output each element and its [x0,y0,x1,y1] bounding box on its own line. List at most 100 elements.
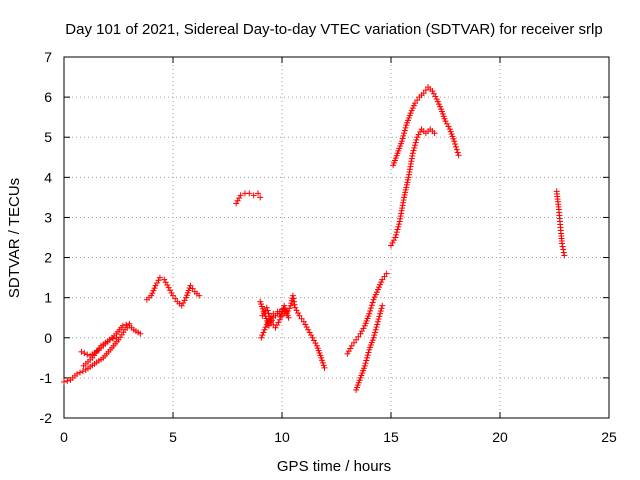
trace-marker [437,103,444,110]
data-point [442,118,449,125]
data-point [272,324,279,331]
trace-marker [350,339,357,346]
trace-marker [430,90,437,97]
x-tick-label: 20 [492,429,508,445]
y-axis-label: SDTVAR / TECUs [6,178,23,298]
plot-frame [63,56,610,419]
data-point [318,354,325,361]
trace-marker [172,295,179,302]
trace-marker [320,362,327,369]
trace-marker [412,139,419,146]
data-point [196,292,203,299]
data-point [344,350,351,357]
trace-marker [443,120,450,127]
trace-marker [369,299,376,306]
trace-marker [154,279,161,286]
data-point [309,334,316,341]
data-point [61,378,67,385]
data-point [561,252,568,259]
data-point [161,276,168,283]
trace-marker [403,184,410,191]
trace-marker [395,221,402,228]
data-point [119,322,126,329]
trace-marker [401,130,408,137]
x-tick-label: 0 [60,429,68,445]
x-tick-label: 15 [383,429,399,445]
trace-marker [395,223,402,230]
data-point [74,370,81,377]
data-point [451,138,458,145]
trace-marker [390,237,397,244]
data-point [289,292,296,299]
data-point [268,318,275,325]
trace-marker [265,310,272,317]
trace-marker [164,281,171,288]
trace-marker [404,176,411,183]
x-tick-label: 25 [601,429,617,445]
trace-marker [378,305,385,312]
data-point [431,130,438,137]
data-point [106,336,113,343]
data-point [407,110,414,117]
x-tick-label: 5 [169,429,177,445]
data-point [392,234,399,241]
trace-marker [180,300,187,307]
data-point [455,152,462,159]
trace-marker [378,279,385,286]
trace-marker [375,316,382,323]
data-point [285,314,292,321]
trace-marker [275,319,282,326]
y-tick-label: 0 [44,330,52,346]
data-point [348,342,355,349]
trace-marker [79,368,86,375]
data-point [237,192,244,199]
trace-marker [319,359,326,366]
data-point [379,276,386,283]
data-point [170,292,176,299]
trace-marker [267,315,274,322]
trace-marker [376,284,383,291]
trace-marker [393,229,400,236]
data-point [374,318,381,325]
trace-marker [373,289,380,296]
trace-marker [372,291,379,298]
trace-marker [560,249,567,256]
trace-marker [310,337,317,344]
data-point [414,134,421,141]
data-point [187,282,194,289]
data-point [258,334,265,341]
data-point [259,312,266,319]
data-points [61,84,568,393]
y-tick-label: 6 [44,89,52,105]
trace-marker [452,143,459,150]
trace-marker [394,226,401,233]
data-point [420,90,427,97]
data-point [156,274,163,281]
x-tick-labels: 0 5 10 15 20 25 [60,429,617,445]
trace-marker [298,315,305,322]
data-point [305,326,312,333]
trace-marker [363,357,370,364]
chart-title: Day 101 of 2021, Sidereal Day-to-day VTE… [65,21,602,38]
trace-marker [414,97,421,104]
trace-marker [372,329,379,336]
trace-marker [368,302,375,309]
trace-marker [312,340,319,347]
trace-marker [262,324,269,331]
trace-marker [293,307,300,314]
axis-ticks [63,56,610,419]
trace-marker [236,195,243,202]
trace-marker [372,326,379,333]
trace-marker [367,305,374,312]
data-point [388,242,394,249]
trace-marker [559,243,566,250]
trace-marker [365,349,372,356]
trace-marker [389,239,396,246]
trace-marker [167,287,174,294]
trace-marker [360,325,367,332]
data-point [560,246,567,253]
trace-marker [260,329,267,336]
trace-marker [279,308,286,315]
data-point [383,270,390,277]
trace-marker [393,231,400,238]
